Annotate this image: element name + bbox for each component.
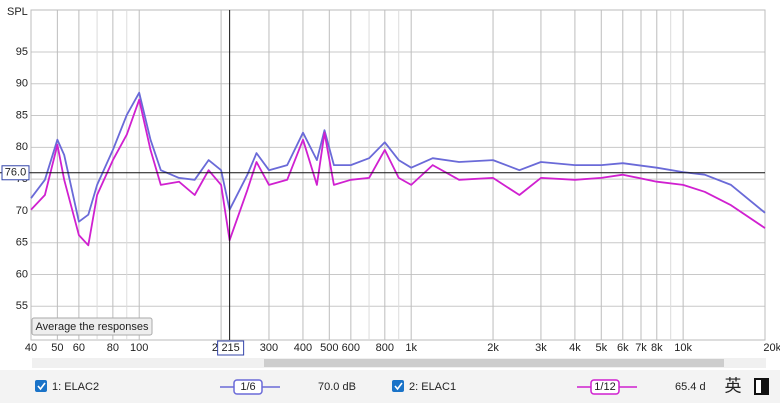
x-tick-label: 400 [294, 342, 312, 354]
legend-label: 2: ELAC1 [409, 381, 456, 393]
series-line [30, 91, 766, 223]
series-line [30, 98, 766, 247]
x-tick-label: 10k [674, 342, 692, 354]
legend: 1: ELAC2 1/6 70.0 dB 2: ELAC1 1/12 65.4 d [35, 379, 706, 395]
checkmark [394, 382, 403, 391]
legend-panel [0, 370, 780, 403]
legend-label: 1: ELAC2 [52, 381, 99, 393]
x-tick-label: 8k [651, 342, 663, 354]
smoothing-box [590, 379, 620, 395]
cursor-y-box [1, 165, 30, 181]
cursor: 76.0 215 [0, 10, 765, 356]
legend-smoothing: 1/12 [594, 381, 615, 393]
x-tick-label: 7k [635, 342, 647, 354]
y-tick-label: 90 [16, 78, 28, 90]
y-tick-label: 70 [16, 205, 28, 217]
x-tick-label: 100 [130, 342, 148, 354]
y-tick-label: 80 [16, 141, 28, 153]
y-axis-label: SPL [7, 6, 28, 18]
legend-level: 65.4 d [675, 381, 706, 393]
y-tick-label: 60 [16, 268, 28, 280]
x-tick-label: 500 [320, 342, 338, 354]
panel-icon-half [761, 380, 767, 393]
x-tick-label: 80 [107, 342, 119, 354]
average-button[interactable] [31, 317, 153, 336]
y-tick-label: 85 [16, 109, 28, 121]
y-tick-label: 65 [16, 237, 28, 249]
scrollbar-thumb[interactable] [264, 359, 724, 367]
checkmark [37, 382, 46, 391]
x-tick-label: 60 [73, 342, 85, 354]
legend-level: 70.0 dB [318, 381, 356, 393]
average-button-label[interactable]: Average the responses [36, 321, 149, 333]
ime-indicator[interactable]: 英 [725, 376, 742, 395]
x-tick-label: 5k [595, 342, 607, 354]
x-tick-label: 3k [535, 342, 547, 354]
legend-checkbox[interactable] [392, 380, 404, 392]
legend-smoothing: 1/6 [240, 381, 255, 393]
lines [30, 91, 766, 247]
x-tick-label: 2k [487, 342, 499, 354]
x-tick-label: 50 [51, 342, 63, 354]
legend-checkbox[interactable] [35, 380, 47, 392]
cursor-x-box [217, 340, 245, 356]
cursor-x-label: 215 [221, 342, 239, 354]
y-tick-label: 95 [16, 46, 28, 58]
cursor-y-label: 76.0 [5, 167, 26, 179]
smoothing-box [233, 379, 263, 395]
y-tick-label: 55 [16, 300, 28, 312]
x-tick-label: 4k [569, 342, 581, 354]
x-tick-label: 40 [25, 342, 37, 354]
x-tick-label: 20kHz [763, 342, 780, 354]
x-tick-label: 800 [376, 342, 394, 354]
x-tick-label: 300 [260, 342, 278, 354]
x-tick-label: 6k [617, 342, 629, 354]
x-tick-label: 1k [405, 342, 417, 354]
x-tick-label: 600 [342, 342, 360, 354]
